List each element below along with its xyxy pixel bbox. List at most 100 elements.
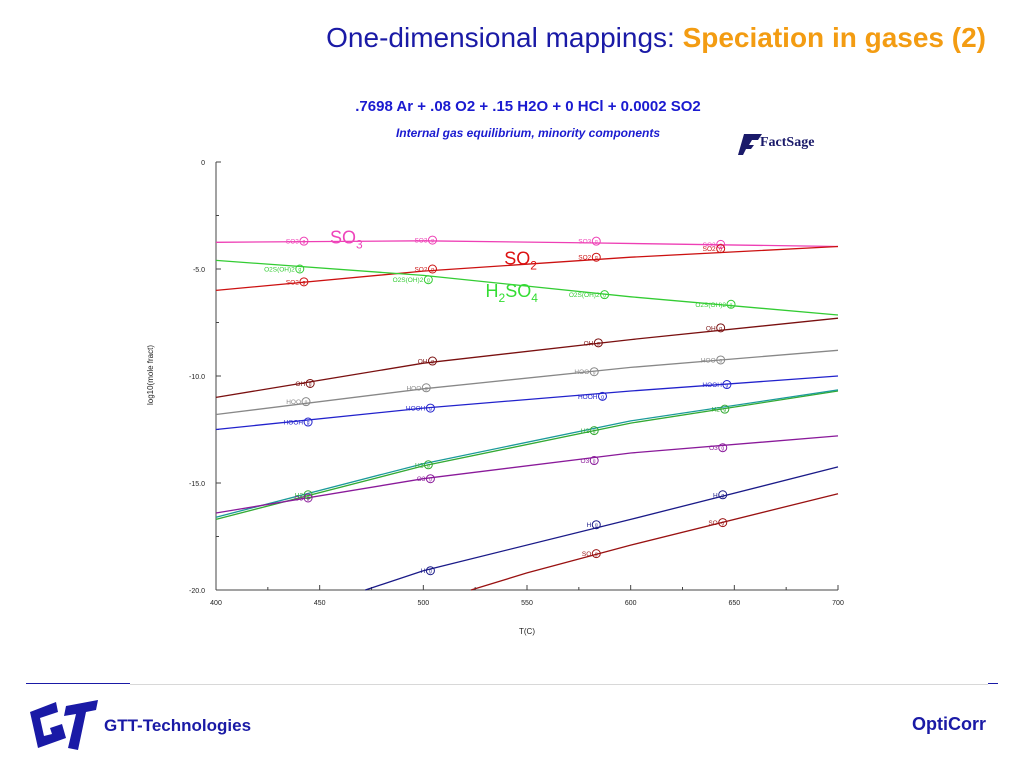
series-line <box>470 493 839 591</box>
series-marker-glyph: g <box>595 552 598 558</box>
series-marker-glyph: g <box>429 406 432 412</box>
series-marker-glyph: g <box>431 359 434 365</box>
footer-company: GTT-Technologies <box>104 716 252 735</box>
species-callout-base: H <box>486 281 499 301</box>
series-marker-text: OH <box>706 325 716 332</box>
footer-product: OptiCorr <box>912 714 986 734</box>
series-marker-text: H2 <box>415 462 424 469</box>
series-marker-text: H2 <box>295 492 304 499</box>
footer-rule-left <box>26 683 130 684</box>
series-marker-circle <box>597 391 607 401</box>
series-marker-label: SO2 g <box>703 244 726 254</box>
series-marker-glyph: g <box>726 383 729 389</box>
series-marker-circle <box>421 383 431 393</box>
series-marker-glyph: g <box>429 569 432 575</box>
series-marker-glyph: g <box>719 247 722 253</box>
series-marker-label: O3 g <box>581 456 599 466</box>
series-marker-circle <box>299 277 309 287</box>
series-marker-label: OH g <box>706 323 726 333</box>
series-marker-label: SO3 g <box>703 239 726 249</box>
series-marker-text: SO2 <box>578 255 591 262</box>
series-line <box>215 435 839 514</box>
series-marker-label: SO2 g <box>286 277 309 287</box>
series-marker-label: HOO g <box>701 355 726 365</box>
species-callout: H2SO4 <box>486 281 539 305</box>
series-marker-glyph: g <box>431 238 434 244</box>
chart: .7698 Ar + .08 O2 + .15 H2O + 0 HCl + 0.… <box>146 98 844 636</box>
factsage-logo: FactSage <box>738 134 814 155</box>
series-marker-text: O3 <box>294 495 303 502</box>
series-marker-label: HOO g <box>574 367 599 377</box>
series-marker-label: O2S(OH)2 g <box>569 290 610 300</box>
series-marker-text: SO2 <box>286 279 299 286</box>
series-marker-label: O2S(OH)2 g <box>393 275 433 285</box>
species-callout-base: SO <box>330 227 356 247</box>
series-marker-glyph: g <box>429 477 432 483</box>
series-marker-glyph: g <box>597 341 600 347</box>
series-marker-text: HOO <box>574 369 589 376</box>
series-line <box>215 389 839 518</box>
series-marker-text: SO2 <box>414 267 427 274</box>
x-axis-label: T(C) <box>519 627 535 636</box>
series-marker-circle <box>718 518 728 528</box>
series-marker-circle <box>600 290 610 300</box>
series-marker-circle <box>425 474 435 484</box>
factsage-logo-text: FactSage <box>760 135 814 150</box>
series-marker-label: OH g <box>295 378 315 388</box>
series-marker-label: HOOH g <box>702 380 732 390</box>
series-marker-circle <box>726 299 736 309</box>
series-marker-circle <box>303 493 313 503</box>
series-marker-label: H2 g <box>712 404 730 414</box>
slide-title-accent: Speciation in gases (2) <box>682 22 986 53</box>
series-marker-text: H <box>421 568 426 575</box>
series-marker-label: SO g <box>708 518 728 528</box>
series-line <box>215 390 839 521</box>
series-marker-glyph: g <box>719 242 722 248</box>
series-marker-glyph: g <box>603 293 606 299</box>
series-marker-text: HOO <box>286 399 301 406</box>
series-marker-text: O3 <box>709 445 718 452</box>
series-marker-circle <box>427 235 437 245</box>
species-callout: SO3 <box>330 227 363 251</box>
series-marker-glyph: g <box>593 429 596 435</box>
series-marker-text: HOO <box>406 385 421 392</box>
series-marker-circle <box>716 355 726 365</box>
series-marker-text: H <box>713 492 718 499</box>
series-marker-glyph: g <box>307 496 310 502</box>
species-callout-sub: 2 <box>530 259 537 273</box>
series-marker-label: SO3 g <box>414 235 437 245</box>
series-marker-circle <box>423 460 433 470</box>
series-marker-glyph: g <box>719 358 722 364</box>
series-marker-glyph: g <box>601 394 604 400</box>
series-marker-text: SO <box>708 520 717 527</box>
series-marker-glyph: g <box>303 239 306 245</box>
series-marker-label: H2 g <box>295 490 313 500</box>
series-marker-circle <box>716 244 726 254</box>
series-marker-label: O3 g <box>417 474 435 484</box>
series-marker-label: OH g <box>584 338 603 348</box>
species-callout-base: SO <box>504 249 530 269</box>
series-line <box>215 349 839 416</box>
series-line <box>365 466 839 591</box>
series-marker-label: O3 g <box>294 493 313 503</box>
series-marker-circle <box>718 443 728 453</box>
series-marker-text: O2S(OH)2 <box>393 277 424 284</box>
x-tick-label: 400 <box>210 600 222 607</box>
series-marker-text: O2S(OH)2 <box>569 292 600 299</box>
series-marker-text: OH <box>584 340 594 347</box>
series-marker-glyph: g <box>595 239 598 245</box>
series-marker-circle <box>295 264 305 274</box>
x-tick-label: 700 <box>832 600 844 607</box>
series-marker-label: HOOH g <box>406 403 435 413</box>
series-marker-glyph: g <box>431 267 434 273</box>
series-marker-label: HOOH g <box>578 391 607 401</box>
series-marker-label: HOO g <box>286 397 311 407</box>
series-marker-text: H2 <box>581 428 590 435</box>
series-marker-circle <box>427 356 437 366</box>
slide-title: One-dimensional mappings: Speciation in … <box>326 22 986 54</box>
series-marker-glyph: g <box>719 326 722 332</box>
species-callout-sub2: 4 <box>531 291 538 305</box>
